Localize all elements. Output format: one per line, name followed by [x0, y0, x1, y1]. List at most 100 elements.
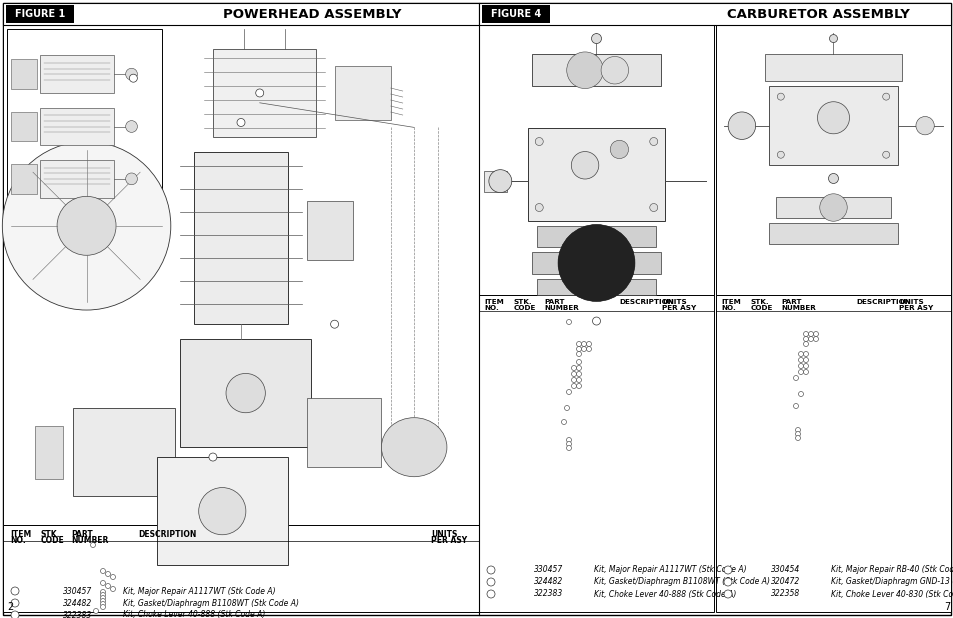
Text: ITEM: ITEM: [483, 299, 503, 305]
Circle shape: [100, 580, 106, 585]
Bar: [716, 25, 950, 295]
Text: Kit, Gasket/Diaphragm B1108WT (Stk Code A): Kit, Gasket/Diaphragm B1108WT (Stk Code …: [594, 577, 769, 586]
Text: STK.: STK.: [514, 299, 532, 305]
Circle shape: [2, 142, 171, 310]
Circle shape: [813, 336, 818, 342]
Circle shape: [126, 173, 137, 185]
Text: PART: PART: [543, 299, 564, 305]
Text: 324482: 324482: [63, 598, 92, 607]
Text: Kit, Choke Lever 40-888 (Stk Code A): Kit, Choke Lever 40-888 (Stk Code A): [594, 590, 736, 598]
Bar: [7, 29, 162, 224]
Circle shape: [571, 378, 576, 383]
Bar: [156, 457, 288, 565]
Bar: [716, 295, 950, 612]
Text: 322383: 322383: [63, 611, 92, 618]
Circle shape: [649, 203, 657, 211]
Text: 322358: 322358: [770, 590, 800, 598]
Bar: [40, 108, 113, 145]
Text: UNITS: UNITS: [661, 299, 686, 305]
Circle shape: [100, 604, 106, 609]
Circle shape: [795, 436, 800, 441]
Text: FIGURE 4: FIGURE 4: [491, 9, 540, 19]
Bar: [537, 226, 656, 247]
Text: NUMBER: NUMBER: [781, 305, 815, 311]
Circle shape: [571, 384, 576, 389]
Text: NUMBER: NUMBER: [71, 536, 109, 545]
Circle shape: [331, 320, 338, 328]
Text: 7: 7: [943, 602, 949, 612]
Bar: [3, 3, 478, 25]
Circle shape: [566, 320, 571, 324]
Circle shape: [486, 590, 495, 598]
Circle shape: [566, 52, 602, 88]
Circle shape: [100, 601, 106, 606]
Circle shape: [130, 74, 137, 82]
Circle shape: [198, 488, 246, 535]
Circle shape: [561, 420, 566, 425]
Bar: [306, 398, 381, 467]
Text: Kit, Gasket/Diaphragm GND-13 (Stk Code A): Kit, Gasket/Diaphragm GND-13 (Stk Code A…: [830, 577, 953, 586]
Bar: [532, 252, 659, 274]
Circle shape: [100, 590, 106, 595]
Text: 320472: 320472: [770, 577, 800, 586]
Circle shape: [11, 599, 19, 607]
Bar: [72, 408, 175, 496]
Circle shape: [777, 93, 783, 100]
Circle shape: [592, 317, 599, 325]
Circle shape: [586, 342, 591, 347]
Circle shape: [882, 93, 889, 100]
Circle shape: [807, 336, 813, 342]
Circle shape: [798, 363, 802, 368]
Circle shape: [100, 596, 106, 601]
Bar: [478, 25, 713, 295]
Bar: [335, 66, 391, 119]
Circle shape: [581, 347, 586, 352]
Circle shape: [802, 331, 807, 336]
Text: DESCRIPTION: DESCRIPTION: [618, 299, 673, 305]
Circle shape: [802, 352, 807, 357]
Circle shape: [566, 446, 571, 451]
Circle shape: [576, 342, 581, 347]
Bar: [213, 49, 315, 137]
Circle shape: [795, 431, 800, 436]
Bar: [484, 171, 507, 192]
Text: CODE: CODE: [514, 305, 536, 311]
Text: Kit, Choke Lever 40-830 (Stk Code A): Kit, Choke Lever 40-830 (Stk Code A): [830, 590, 953, 598]
Text: 324482: 324482: [534, 577, 562, 586]
Bar: [3, 525, 478, 612]
Bar: [11, 59, 37, 89]
Text: CARBURETOR ASSEMBLY: CARBURETOR ASSEMBLY: [726, 7, 909, 20]
Circle shape: [723, 578, 731, 586]
Bar: [3, 25, 478, 525]
Text: 330457: 330457: [63, 586, 92, 596]
Circle shape: [802, 370, 807, 375]
Circle shape: [798, 370, 802, 375]
Text: NUMBER: NUMBER: [543, 305, 578, 311]
Circle shape: [793, 404, 798, 408]
Circle shape: [649, 138, 657, 145]
Circle shape: [236, 119, 245, 127]
Circle shape: [576, 378, 581, 383]
Circle shape: [591, 33, 601, 43]
Text: 330457: 330457: [534, 565, 562, 575]
Circle shape: [126, 68, 137, 80]
Circle shape: [11, 611, 19, 618]
Circle shape: [566, 389, 571, 394]
Circle shape: [486, 566, 495, 574]
Text: UNITS: UNITS: [898, 299, 923, 305]
Circle shape: [535, 203, 542, 211]
Bar: [35, 426, 63, 479]
Circle shape: [93, 609, 98, 614]
Circle shape: [795, 428, 800, 433]
Text: CODE: CODE: [750, 305, 773, 311]
Circle shape: [100, 569, 106, 574]
Bar: [768, 86, 897, 165]
Text: Kit, Major Repair A1117WT (Stk Code A): Kit, Major Repair A1117WT (Stk Code A): [123, 586, 275, 596]
Circle shape: [488, 170, 511, 193]
Circle shape: [576, 347, 581, 352]
Circle shape: [566, 441, 571, 446]
Circle shape: [807, 331, 813, 336]
Circle shape: [819, 194, 846, 221]
Bar: [764, 54, 902, 81]
Circle shape: [571, 371, 576, 376]
